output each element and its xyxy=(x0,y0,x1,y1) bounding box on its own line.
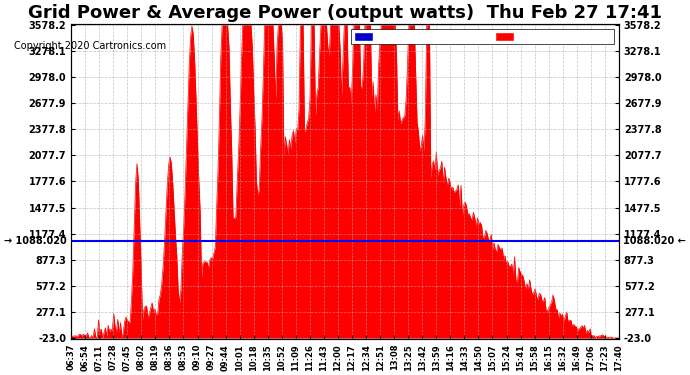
Text: Copyright 2020 Cartronics.com: Copyright 2020 Cartronics.com xyxy=(14,41,166,51)
Title: Grid Power & Average Power (output watts)  Thu Feb 27 17:41: Grid Power & Average Power (output watts… xyxy=(28,4,662,22)
Text: → 1088.020: → 1088.020 xyxy=(4,237,67,246)
Legend: Average  (AC Watts), Grid  (AC Watts): Average (AC Watts), Grid (AC Watts) xyxy=(351,28,614,44)
Text: 1088.020 ←: 1088.020 ← xyxy=(623,237,686,246)
